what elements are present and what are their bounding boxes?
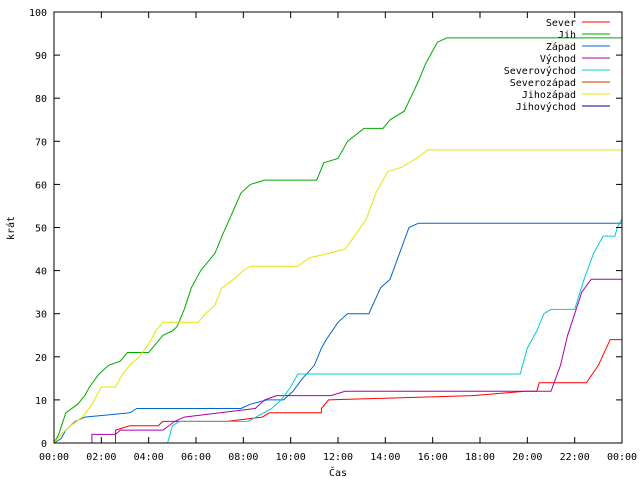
y-tick-label: 40 [35,267,47,278]
y-axis: 0 10 20 30 40 50 60 70 80 90 100 [29,8,622,450]
legend-label: Severovýchod [504,65,576,77]
x-axis: 00:00 02:00 04:00 06:00 08:00 10:00 12:00 14:00… [39,12,637,463]
x-tick-label: 00:00 [607,452,637,463]
legend-label: Jihovýchod [516,101,576,113]
x-tick-label: 04:00 [134,452,164,463]
y-tick-label: 20 [35,353,47,364]
x-tick-label: 22:00 [560,452,590,463]
y-tick-label: 30 [35,310,47,321]
series-line [54,278,622,444]
legend-label: Jih [558,30,576,41]
series-line [53,222,622,444]
y-tick-label: 100 [29,8,47,19]
y-tick-label: 10 [35,396,47,407]
x-tick-label: 20:00 [512,452,542,463]
legend-label: Jihozápad [522,89,576,101]
x-tick-label: 10:00 [276,452,306,463]
series-line [53,37,622,444]
x-tick-label: 06:00 [181,452,211,463]
x-axis-label: Čas [329,466,347,479]
x-tick-label: 12:00 [323,452,353,463]
y-tick-label: 90 [35,51,47,62]
legend-label: Západ [546,41,576,53]
x-tick-label: 14:00 [370,452,400,463]
y-tick-label: 70 [35,137,47,148]
x-tick-label: 16:00 [418,452,448,463]
legend-label: Severozápad [510,77,576,89]
series-line [54,339,622,444]
x-tick-label: 18:00 [465,452,495,463]
x-tick-label: 08:00 [228,452,258,463]
y-axis-label: krát [5,216,17,240]
y-tick-label: 50 [35,224,47,235]
y-tick-label: 80 [35,94,47,105]
x-tick-label: 00:00 [39,452,69,463]
series-line [53,149,622,444]
legend-label: Sever [546,18,576,29]
y-tick-label: 0 [41,439,47,450]
legend-label: Východ [540,53,576,65]
y-tick-label: 60 [35,180,47,191]
x-tick-label: 02:00 [86,452,116,463]
legend: SeverJihZápadVýchodSeverovýchodSeverozáp… [504,18,610,113]
series-line [54,218,623,444]
